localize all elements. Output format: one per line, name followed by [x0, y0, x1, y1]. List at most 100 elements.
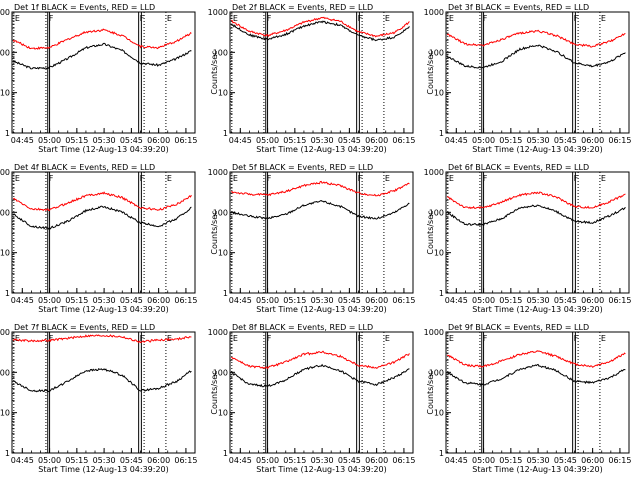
panel-title: Det 3f BLACK = Events, RED = LLD	[448, 3, 589, 12]
y-axis-label: Counts/sec	[426, 210, 435, 254]
y-tick-label: 1	[223, 449, 228, 458]
y-tick-label: 100	[429, 48, 444, 57]
series-line-events	[12, 205, 192, 230]
panel: Det 2f BLACK = Events, RED = LLD 1 10 100 10…	[208, 3, 416, 154]
x-tick-label: 06:00	[581, 456, 604, 465]
x-tick-label: 04:45	[229, 296, 252, 305]
x-axis-label: Start Time (12-Aug-13 04:39:20)	[256, 305, 387, 314]
x-tick-label: 06:15	[608, 456, 631, 465]
x-tick-label: 04:45	[445, 296, 468, 305]
x-tick-label: 06:00	[365, 456, 388, 465]
series-line-lld	[231, 350, 410, 370]
x-tick-label: 05:15	[499, 136, 522, 145]
plot-frame	[11, 331, 196, 454]
x-tick-label: 05:30	[93, 296, 116, 305]
y-tick-label: 100	[0, 48, 10, 57]
series-line-events	[230, 363, 410, 388]
event-marker-label: F	[267, 334, 272, 343]
y-axis-label: Counts/sec	[426, 370, 435, 414]
event-marker-label: F	[358, 334, 363, 343]
event-marker-label: E	[15, 174, 20, 183]
event-marker-label: E	[449, 334, 454, 343]
event-marker-label: E	[15, 334, 20, 343]
x-tick-label: 05:15	[283, 296, 306, 305]
y-tick-label: 1000	[208, 168, 228, 177]
x-tick-label: 06:00	[581, 296, 604, 305]
x-tick-label: 06:15	[174, 136, 197, 145]
series-line-events	[447, 204, 626, 227]
panel-title: Det 8f BLACK = Events, RED = LLD	[232, 323, 373, 332]
x-tick-label: 05:45	[554, 296, 577, 305]
y-tick-label: 10	[218, 89, 228, 98]
event-marker-label: F	[574, 174, 579, 183]
y-axis-label: Counts/sec	[210, 210, 219, 254]
series-line-events	[447, 363, 626, 387]
y-tick-label: 1	[5, 289, 10, 298]
plot-frame	[229, 11, 414, 134]
x-tick-label: 05:00	[38, 296, 61, 305]
x-tick-label: 05:45	[120, 136, 143, 145]
y-tick-label: 1000	[424, 168, 444, 177]
series-line-lld	[231, 180, 410, 197]
y-tick-label: 1	[5, 449, 10, 458]
x-tick-label: 05:45	[120, 456, 143, 465]
plot-frame	[445, 171, 630, 294]
panel-title: Det 5f BLACK = Events, RED = LLD	[232, 163, 373, 172]
event-marker-label: F	[49, 14, 54, 23]
series-line-lld	[446, 191, 626, 210]
series-line-events	[12, 367, 192, 393]
event-marker-label: F	[267, 14, 272, 23]
series-line-events	[230, 200, 410, 220]
event-marker-label: F	[49, 174, 54, 183]
event-marker-label: E	[385, 174, 390, 183]
panel-title: Det 6f BLACK = Events, RED = LLD	[448, 163, 589, 172]
x-tick-label: 06:00	[581, 136, 604, 145]
series-line-lld	[446, 350, 626, 368]
y-tick-label: 1	[5, 129, 10, 138]
y-tick-label: 100	[213, 368, 228, 377]
event-marker-label: F	[483, 174, 488, 183]
panel: Det 9f BLACK = Events, RED = LLD 1 10 100 10…	[424, 323, 632, 474]
x-axis-label: Start Time (12-Aug-13 04:39:20)	[38, 305, 169, 314]
y-tick-label: 1000	[208, 8, 228, 17]
y-tick-label: 100	[429, 208, 444, 217]
x-tick-label: 05:00	[472, 456, 495, 465]
x-tick-label: 05:15	[65, 456, 88, 465]
x-tick-label: 05:45	[554, 136, 577, 145]
x-tick-label: 04:45	[11, 136, 34, 145]
event-marker-label: E	[601, 334, 606, 343]
event-marker-label: F	[140, 14, 145, 23]
x-tick-label: 05:15	[65, 296, 88, 305]
x-tick-label: 04:45	[445, 136, 468, 145]
panel: Det 4f BLACK = Events, RED = LLD 1 10 100 10…	[0, 163, 197, 314]
y-axis-label: Counts/sec	[0, 370, 1, 414]
y-tick-label: 100	[429, 368, 444, 377]
x-tick-label: 06:15	[608, 296, 631, 305]
x-tick-label: 05:45	[338, 296, 361, 305]
x-tick-label: 05:45	[338, 136, 361, 145]
x-tick-label: 05:45	[120, 296, 143, 305]
event-marker-label: F	[574, 334, 579, 343]
plot-frame	[11, 171, 196, 294]
x-axis-label: Start Time (12-Aug-13 04:39:20)	[472, 465, 603, 474]
event-marker-label: E	[449, 14, 454, 23]
y-tick-label: 100	[0, 368, 10, 377]
y-tick-label: 1	[223, 129, 228, 138]
y-tick-label: 10	[434, 409, 444, 418]
y-axis-label: Counts/sec	[210, 370, 219, 414]
event-marker-label: E	[449, 174, 454, 183]
event-marker-label: F	[140, 174, 145, 183]
panel-title: Det 1f BLACK = Events, RED = LLD	[14, 3, 155, 12]
event-marker-label: F	[574, 14, 579, 23]
x-tick-label: 05:15	[283, 136, 306, 145]
panel-title: Det 2f BLACK = Events, RED = LLD	[232, 3, 373, 12]
event-marker-label: E	[601, 14, 606, 23]
x-tick-label: 05:00	[38, 136, 61, 145]
x-tick-label: 05:45	[554, 456, 577, 465]
series-line-events	[230, 20, 410, 42]
x-tick-label: 05:00	[256, 456, 279, 465]
panel: Det 1f BLACK = Events, RED = LLD 1 10 100 10…	[0, 3, 197, 154]
x-tick-label: 05:30	[311, 136, 334, 145]
y-tick-label: 1	[439, 289, 444, 298]
